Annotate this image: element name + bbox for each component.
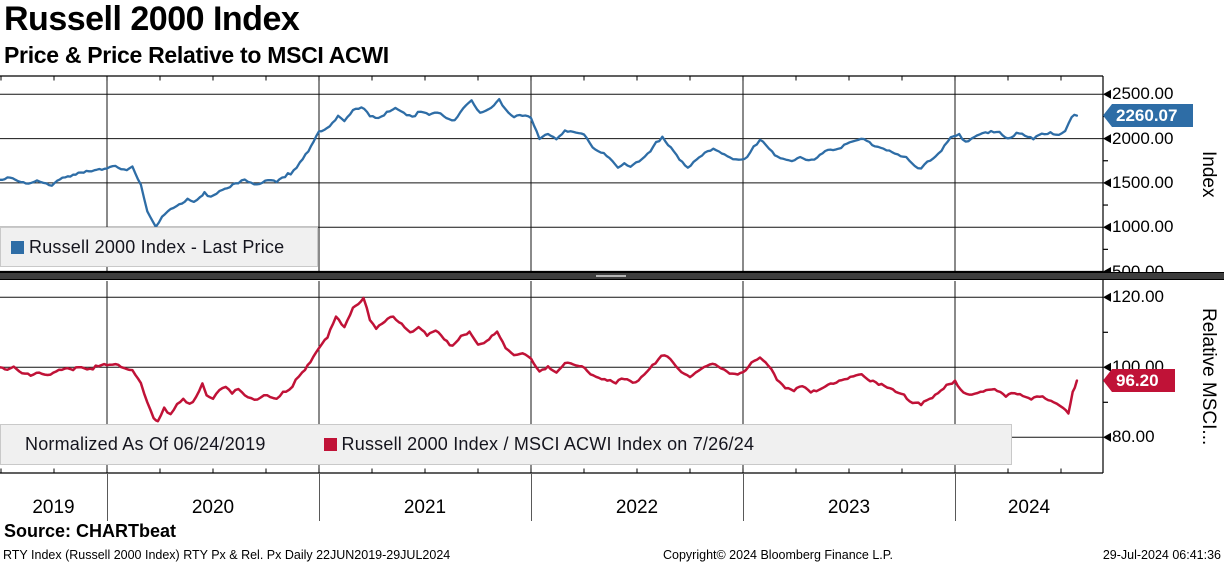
price-legend[interactable]: Russell 2000 Index - Last Price [0,227,318,267]
relative-y-tick-label: 80.00 [1112,427,1155,447]
y-tick-arrow-icon [1103,89,1111,99]
year-label: 2023 [827,497,871,518]
relative-legend[interactable]: Normalized As Of 06/24/2019 Russell 2000… [0,424,1012,465]
relative-legend-label: Russell 2000 Index / MSCI ACWI Index on … [341,434,755,454]
price-series-line [0,97,1079,228]
year-label: 2020 [191,497,235,518]
relative-y-tick-label: 120.00 [1112,287,1164,307]
year-divider [531,474,532,521]
price-last-value-badge: 2260.07 [1103,104,1193,127]
chart-title: Russell 2000 Index [4,0,300,38]
price-y-tick-label: 1000.00 [1112,217,1174,237]
price-y-tick-label: 2500.00 [1112,84,1174,104]
footer-ticker-info: RTY Index (Russell 2000 Index) RTY Px & … [3,548,451,562]
y-tick-arrow-icon [1103,292,1111,302]
year-label: 2019 [32,497,75,518]
year-label: 2022 [615,497,659,518]
year-divider [107,474,108,521]
y-tick-arrow-icon [1103,362,1111,372]
panel-separator-drag-handle[interactable] [596,275,626,277]
price-legend-swatch-icon [11,240,24,254]
footer-timestamp: 29-Jul-2024 06:41:36 [1102,548,1221,562]
relative-last-value-badge: 96.20 [1103,369,1175,392]
y-tick-arrow-icon [1103,134,1111,144]
y-tick-arrow-icon [1103,178,1111,188]
price-legend-label: Russell 2000 Index - Last Price [29,236,285,257]
normalized-note: Normalized As Of 06/24/2019 [25,434,266,454]
year-divider [319,474,320,521]
relative-series-line [0,296,1079,423]
source-line: Source: CHARTbeat [4,521,177,541]
price-axis-title: Index [1198,150,1219,198]
y-tick-arrow-icon [1103,222,1111,232]
relative-axis-title: Relative MSCI... [1198,308,1219,446]
chart-subtitle: Price & Price Relative to MSCI ACWI [4,42,389,68]
year-label: 2024 [1007,497,1051,518]
y-tick-arrow-icon [1103,432,1111,442]
relative-legend-swatch-icon [323,438,337,451]
price-y-tick-label: 1500.00 [1112,172,1174,192]
year-label: 2021 [403,497,447,518]
footer-copyright: Copyright© 2024 Bloomberg Finance L.P. [663,548,893,562]
year-divider [955,474,956,521]
price-y-tick-label: 2000.00 [1112,128,1174,148]
year-divider [743,474,744,521]
